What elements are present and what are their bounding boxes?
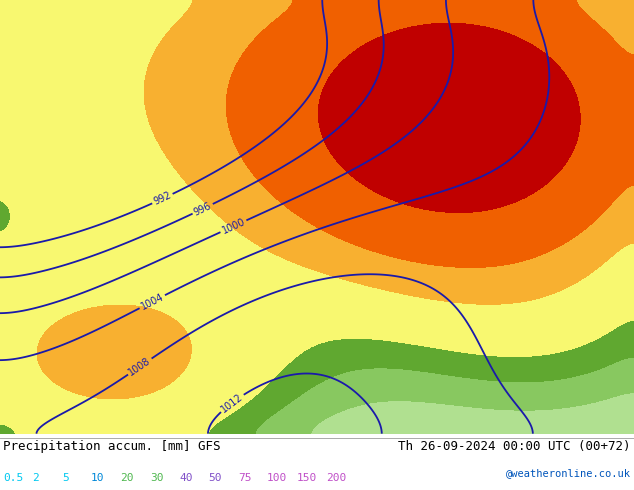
Text: 75: 75 bbox=[238, 473, 251, 483]
Text: Th 26-09-2024 00:00 UTC (00+72): Th 26-09-2024 00:00 UTC (00+72) bbox=[398, 441, 631, 453]
Text: 1000: 1000 bbox=[220, 217, 247, 236]
Text: 0.5: 0.5 bbox=[3, 473, 23, 483]
Text: 1012: 1012 bbox=[219, 392, 245, 415]
Text: 2: 2 bbox=[32, 473, 39, 483]
Text: 992: 992 bbox=[152, 190, 173, 207]
Text: 5: 5 bbox=[62, 473, 68, 483]
Text: 150: 150 bbox=[297, 473, 316, 483]
Text: 50: 50 bbox=[209, 473, 222, 483]
Text: 10: 10 bbox=[91, 473, 105, 483]
Text: @weatheronline.co.uk: @weatheronline.co.uk bbox=[506, 468, 631, 479]
Text: 996: 996 bbox=[192, 200, 213, 218]
Text: Precipitation accum. [mm] GFS: Precipitation accum. [mm] GFS bbox=[3, 441, 221, 453]
Text: 200: 200 bbox=[326, 473, 346, 483]
Text: 20: 20 bbox=[120, 473, 134, 483]
Text: 100: 100 bbox=[267, 473, 287, 483]
Text: 30: 30 bbox=[150, 473, 164, 483]
Text: 40: 40 bbox=[179, 473, 193, 483]
Text: 1008: 1008 bbox=[127, 356, 153, 378]
Text: 1004: 1004 bbox=[139, 292, 165, 312]
